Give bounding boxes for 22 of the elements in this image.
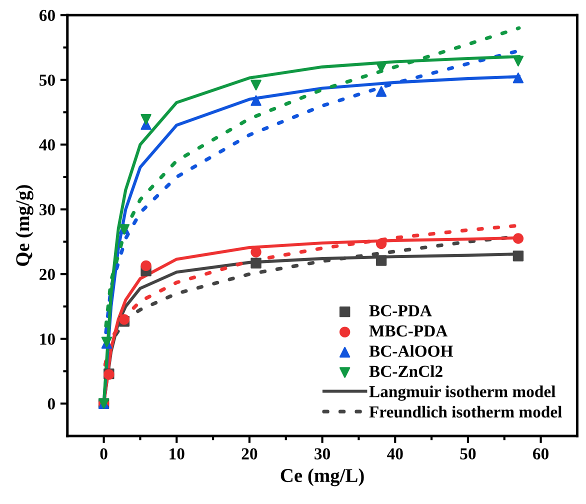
x-tick-label: 10 [170,448,184,460]
x-tick-label: 50 [460,448,476,460]
y-tick-label: 0 [48,398,55,410]
y-tick-label: 40 [39,139,55,151]
x-tick-label: 60 [533,448,548,460]
y-axis-title: Qe (mg/g) [16,185,34,266]
y-tick-label: 30 [40,204,55,216]
y-tick-label: 50 [40,74,55,86]
legend-label: Freundlich isotherm model [369,406,562,418]
legend-label: Langmuir isotherm model [369,386,556,401]
legend-label: BC-AlOOH [369,345,453,357]
x-tick-label: 0 [100,448,108,460]
y-tick-label: 60 [39,10,55,22]
x-tick-label: 30 [314,448,330,460]
y-tick-label: 10 [40,334,55,345]
legend-label: MBC-PDA [369,325,448,337]
x-tick-label: 20 [242,448,258,460]
x-tick-label: 40 [387,448,403,460]
legend-label: BC-PDA [369,305,432,316]
x-axis-title: Ce (mg/L) [280,468,364,486]
legend-label: BC-ZnCl2 [369,365,442,378]
y-tick-label: 20 [40,268,55,280]
